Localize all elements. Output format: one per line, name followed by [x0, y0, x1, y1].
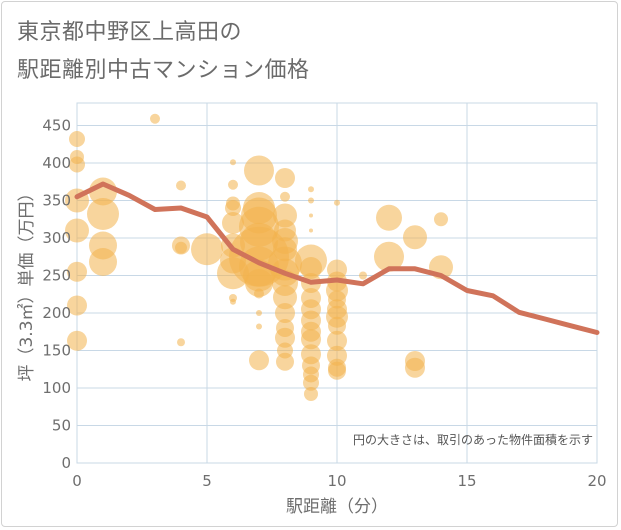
y-tick-label: 350 — [42, 192, 71, 210]
bubble-series — [65, 113, 453, 401]
bubble-point — [403, 225, 427, 250]
bubble-point — [405, 357, 425, 378]
bubble-point — [309, 228, 313, 233]
average-line-series — [74, 181, 600, 335]
y-tick-label: 250 — [42, 267, 71, 285]
bubble-point — [300, 257, 322, 279]
bubble-point — [243, 192, 275, 224]
bubble-point — [276, 319, 294, 337]
bubble-point — [304, 387, 318, 401]
bubble-point — [273, 285, 297, 310]
bubble-point — [276, 352, 294, 371]
y-tick-label: 100 — [42, 379, 71, 397]
bubble-point — [275, 168, 295, 188]
bubble-point — [222, 212, 244, 234]
bubble-point — [65, 218, 89, 243]
bubble-point — [280, 191, 290, 202]
x-tick-label: 0 — [72, 472, 82, 490]
average-price-line — [74, 181, 600, 335]
bubble-point — [274, 219, 296, 242]
y-axis-title: 坪（3.3㎡）単価（万円） — [17, 184, 37, 381]
bubble-point — [70, 150, 84, 164]
bubble-point — [67, 295, 87, 316]
bubble-point — [256, 310, 262, 316]
bubble-point — [69, 131, 85, 147]
bubble-point — [67, 330, 87, 351]
bubble-size-note: 円の大きさは、取引のあった物件面積を示す — [353, 432, 593, 447]
bubble-point — [150, 113, 160, 124]
bubble-point — [328, 290, 346, 309]
bubble-point — [301, 329, 321, 350]
y-tick-label: 50 — [52, 417, 71, 435]
bubble-point — [249, 350, 269, 371]
bubble-point — [359, 271, 367, 280]
y-tick-label: 150 — [42, 342, 71, 360]
x-tick-label: 20 — [587, 472, 606, 490]
x-tick-label: 10 — [327, 472, 346, 490]
bubble-point — [434, 212, 448, 227]
bubble-point — [277, 342, 293, 359]
y-tick-label: 450 — [42, 117, 71, 135]
bubble-point — [374, 241, 404, 272]
x-axis-title: 駅距離（分） — [286, 497, 388, 517]
bubble-point — [191, 233, 223, 266]
bubble-point — [309, 213, 313, 218]
bubble-point — [245, 269, 273, 297]
bubble-point — [67, 261, 87, 282]
bubble-point — [87, 198, 119, 230]
bubble-point — [89, 248, 117, 276]
bubble-point — [176, 180, 186, 191]
bubble-point — [228, 179, 238, 190]
bubble-point — [303, 374, 319, 391]
bubble-point — [334, 199, 340, 206]
bubble-point — [328, 361, 346, 380]
bubble-point — [254, 288, 264, 299]
x-tick-label: 5 — [202, 472, 212, 490]
bubble-point — [328, 316, 346, 335]
bubble-point — [327, 330, 347, 351]
chart-title-line2: 駅距離別中古マンション価格 — [17, 58, 310, 83]
bubble-point — [308, 197, 314, 204]
bubble-point — [226, 196, 240, 211]
y-tick-label: 400 — [42, 154, 71, 172]
bubble-point — [177, 338, 185, 347]
bubble-point — [175, 241, 187, 254]
bubble-point — [256, 323, 262, 330]
bubble-point — [273, 237, 297, 262]
y-tick-label: 0 — [61, 454, 71, 472]
y-tick-label: 300 — [42, 229, 71, 247]
chart-title-line1: 東京都中野区上高田の — [17, 20, 243, 45]
bubble-point — [376, 204, 402, 231]
x-tick-label: 15 — [457, 472, 476, 490]
bubble-point — [230, 298, 236, 305]
bubble-point — [275, 303, 295, 323]
bubble-point — [308, 186, 314, 193]
y-tick-label: 200 — [42, 304, 71, 322]
bubble-point — [230, 159, 236, 166]
bubble-point — [244, 155, 274, 186]
bubble-point — [240, 222, 278, 261]
